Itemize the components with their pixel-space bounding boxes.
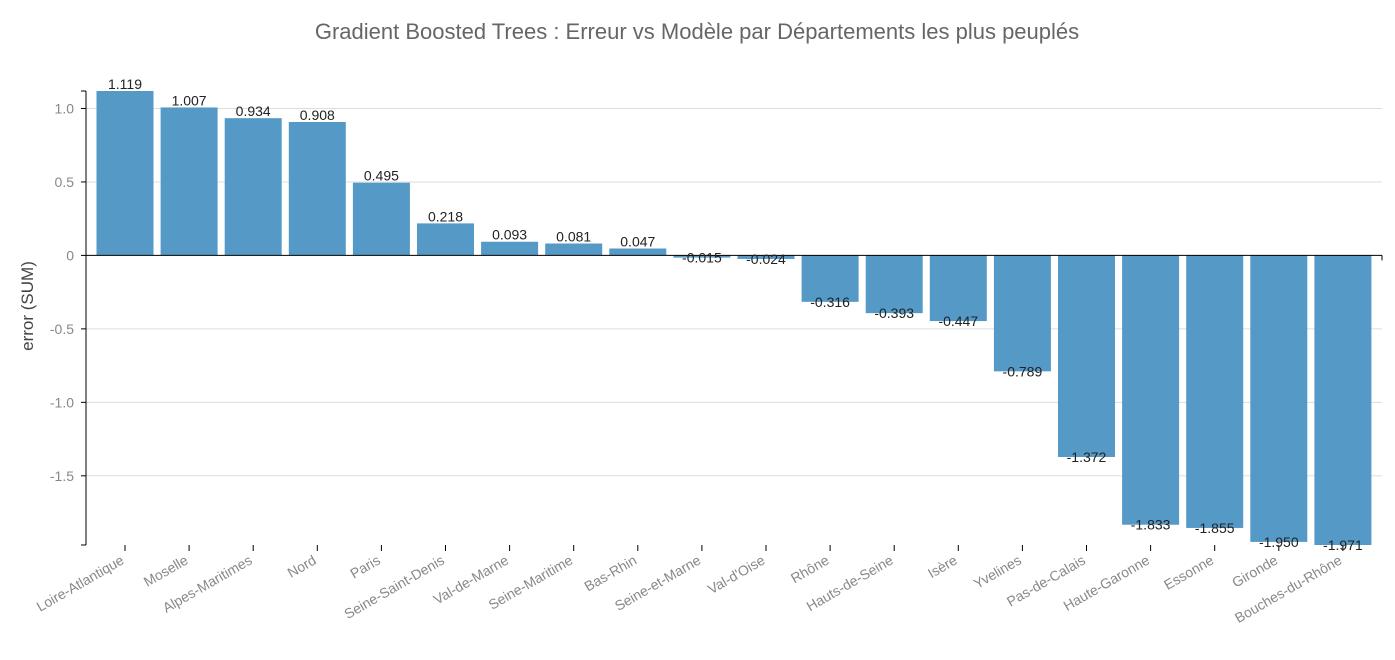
bar (224, 118, 282, 256)
bar (865, 255, 923, 314)
data-label: 0.047 (620, 234, 655, 250)
bar (545, 243, 603, 256)
y-tick-label: 0 (66, 247, 74, 263)
x-tick-label: Val-d'Oise (705, 552, 768, 598)
y-tick-label: -1.0 (50, 394, 74, 410)
data-label: -1.855 (1195, 520, 1235, 536)
data-label: -0.024 (746, 251, 786, 267)
data-label: 0.093 (492, 227, 527, 243)
bar (609, 248, 667, 256)
bar (993, 255, 1051, 372)
data-label: -1.971 (1323, 537, 1363, 553)
x-tick-label: Rhône (788, 552, 832, 587)
x-tick-label: Bouches-du-Rhône (1232, 552, 1345, 626)
y-tick-label: 1.0 (55, 100, 75, 116)
bar (352, 182, 410, 256)
x-tick-label: Isère (925, 552, 960, 582)
bar (673, 255, 731, 258)
data-label: -0.316 (810, 294, 850, 310)
bar (737, 255, 795, 259)
bar (417, 223, 474, 256)
x-tick-label: Nord (285, 552, 319, 581)
data-label: -0.015 (682, 250, 722, 266)
data-label: 1.119 (108, 76, 142, 92)
y-tick-label: -1.5 (50, 468, 74, 484)
data-label: 0.218 (428, 208, 463, 224)
data-label: 0.908 (300, 107, 335, 123)
data-label: 0.934 (236, 103, 271, 119)
x-tick-label: Yvelines (971, 552, 1024, 592)
data-label: -1.950 (1259, 534, 1299, 550)
x-tick-label: Gironde (1229, 552, 1280, 591)
x-tick-label: Paris (347, 552, 383, 582)
bar (1250, 255, 1308, 542)
data-label: -1.833 (1131, 517, 1171, 533)
data-label: 1.007 (172, 92, 207, 108)
bar (801, 255, 859, 302)
bar-layer (96, 91, 1372, 545)
x-tick-label: Loire-Atlantique (34, 552, 127, 615)
bar (1058, 255, 1115, 457)
chart-title: Gradient Boosted Trees : Erreur vs Modèl… (315, 19, 1079, 44)
y-tick-label: -0.5 (50, 321, 74, 337)
data-label: -0.393 (874, 305, 914, 321)
bar (96, 91, 154, 256)
x-tick-label: Moselle (141, 552, 191, 590)
bar (481, 241, 539, 256)
x-tick-label: Essonne (1161, 552, 1216, 593)
bar (1186, 255, 1244, 528)
axis-layer (81, 90, 1383, 551)
bar (160, 107, 218, 256)
bar (1314, 255, 1372, 545)
data-label: -1.372 (1067, 449, 1107, 465)
data-label: -0.789 (1003, 363, 1043, 379)
bar (1122, 255, 1180, 525)
x-tick-label: Bas-Rhin (581, 552, 639, 595)
bar (929, 255, 987, 322)
y-axis-label: error (SUM) (18, 261, 37, 351)
bar (288, 122, 346, 256)
data-label: 0.081 (556, 229, 591, 245)
data-label: -0.447 (938, 313, 978, 329)
data-label: 0.495 (364, 168, 399, 184)
y-tick-label: 0.5 (55, 174, 75, 190)
